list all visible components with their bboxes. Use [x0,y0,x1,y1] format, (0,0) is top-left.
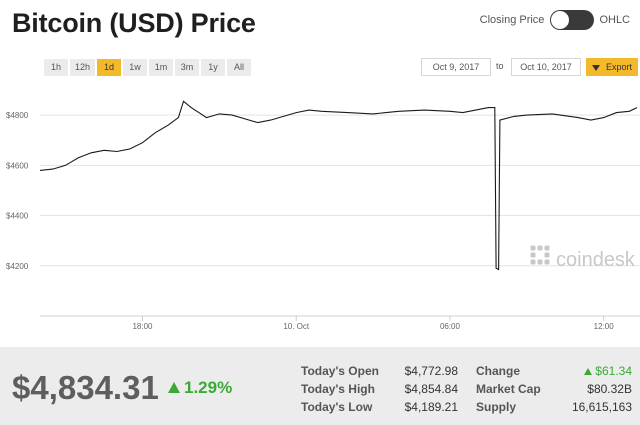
stats-panel: $4,834.31 1.29% Today's Open $4,772.98 T… [0,347,640,425]
today-open-label: Today's Open [301,364,379,378]
date-separator: to [496,61,504,71]
change-label: Change [476,364,521,378]
range-button-3m[interactable]: 3m [175,59,200,76]
change-value-text: $61.34 [595,364,632,378]
x-tick-label: 12:00 [594,322,615,331]
page-title: Bitcoin (USD) Price [12,8,256,38]
closing-price-label: Closing Price [479,14,545,26]
logo-dot [544,245,550,251]
range-button-1h[interactable]: 1h [44,59,68,76]
x-tick-label: 18:00 [132,322,153,331]
coindesk-watermark: coindesk [530,245,636,271]
toggle-knob [551,11,570,29]
chart-grid [40,114,640,317]
x-tick-label: 06:00 [440,322,461,331]
range-button-1d[interactable]: 1d [97,59,122,76]
range-button-1m[interactable]: 1m [149,59,174,76]
export-button[interactable]: Export [586,58,638,76]
logo-dot [530,252,536,258]
y-tick-label: $4800 [6,111,29,120]
supply-value: 16,615,163 [571,400,632,414]
date-from-input[interactable]: Oct 9, 2017 [421,58,491,76]
range-button-all[interactable]: All [227,59,252,76]
today-open-value: $4,772.98 [404,364,458,378]
export-label: Export [605,62,632,72]
change-value: $61.34 [560,364,632,378]
logo-dot [530,259,536,265]
market-cap-label: Market Cap [476,382,541,396]
y-tick-label: $4400 [6,212,29,221]
price-series-line [39,100,638,271]
price-chart: $4200 $4400 $4600 $4800 18:00 10. Oct 06:00 12… [6,100,640,331]
change-percent: 1.29% [168,378,232,398]
supply-label: Supply [476,400,517,414]
ohlc-label: OHLC [599,14,630,26]
logo-dot [544,259,550,265]
range-selector: 1h 12h 1d 1w 1m 3m 1y All [44,59,252,76]
up-arrow-icon [168,382,180,393]
up-arrow-small-icon [584,368,593,375]
closing-ohlc-toggle-group: Closing Price OHLC [480,10,630,30]
date-to-input[interactable]: Oct 10, 2017 [511,58,581,76]
x-axis-ticks: 18:00 10. Oct 06:00 12:00 [132,316,614,331]
market-cap-value: $80.32B [587,382,632,396]
range-button-1y[interactable]: 1y [201,59,226,76]
x-tick-label: 10. Oct [283,322,310,331]
y-tick-label: $4600 [6,161,29,170]
logo-dot [537,259,543,265]
today-high-value: $4,854.84 [404,382,458,396]
closing-ohlc-toggle[interactable] [550,10,595,30]
change-percent-value: 1.29% [184,378,233,397]
download-icon [591,65,600,71]
watermark-text: coindesk [556,249,636,271]
today-low-label: Today's Low [301,400,373,414]
logo-dot [544,252,550,258]
logo-dot [537,245,543,251]
today-low-value: $4,189.21 [404,400,458,414]
range-button-1w[interactable]: 1w [123,59,148,76]
logo-dot [530,245,536,251]
coindesk-logo-icon [530,245,550,265]
y-tick-label: $4200 [6,262,29,271]
y-axis-ticks: $4200 $4400 $4600 $4800 [6,111,29,271]
today-high-label: Today's High [301,382,375,396]
current-price: $4,834.31 [12,369,159,406]
range-button-12h[interactable]: 12h [70,59,96,76]
